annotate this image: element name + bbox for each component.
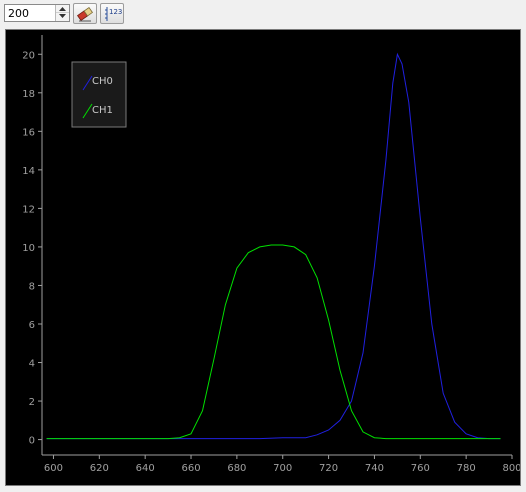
x-tick-label: 620 [90,463,109,474]
show-values-button[interactable]: 123 [100,3,124,24]
chevron-down-icon [59,14,66,18]
y-tick-label: 4 [29,359,35,370]
y-tick-label: 0 [29,436,35,447]
x-tick-label: 720 [319,463,338,474]
x-tick-label: 800 [502,463,520,474]
points-spinbox[interactable] [4,4,70,22]
x-tick-label: 780 [457,463,476,474]
x-tick-label: 740 [365,463,384,474]
chevron-up-icon [59,7,66,11]
clear-button[interactable] [73,3,97,24]
x-tick-label: 680 [227,463,246,474]
spin-arrows [55,5,69,21]
y-tick-label: 8 [29,281,35,292]
legend-ch0-swatch [82,75,93,91]
legend-ch0-label: CH0 [92,76,113,87]
x-tick-label: 600 [44,463,63,474]
spin-up-button[interactable] [56,5,69,13]
legend: CH0 CH1 [71,61,127,128]
series-line-ch1 [46,244,501,440]
x-tick-label: 640 [136,463,155,474]
x-tick-label: 760 [411,463,430,474]
y-tick-label: 16 [22,127,35,138]
legend-box [71,61,127,128]
spectrum-chart: 0 2 4 6 8 10 12 14 16 18 20 600 620 640 660 680 700 720 74… [22,35,520,474]
values-icon-label: 123 [109,8,122,16]
y-tick-label: 18 [22,89,35,100]
x-tick-label: 660 [181,463,200,474]
y-tick-label: 10 [22,243,35,254]
legend-ch1-swatch [82,103,93,119]
legend-ch1-label: CH1 [92,105,113,116]
spin-down-button[interactable] [56,13,69,21]
x-tick-label: 700 [273,463,292,474]
toolbar: 123 [0,0,526,28]
points-input[interactable] [5,5,58,21]
axes-layer: 0 2 4 6 8 10 12 14 16 18 20 600 620 640 660 680 700 720 74… [22,35,520,474]
y-tick-label: 14 [22,166,35,177]
y-tick-label: 6 [29,320,35,331]
numbers-123-icon: 123 [105,7,122,21]
y-tick-label: 2 [29,397,35,408]
plot-area[interactable]: 0 2 4 6 8 10 12 14 16 18 20 600 620 640 660 680 700 720 74… [5,29,521,486]
series-layer [46,52,501,440]
y-tick-label: 20 [22,50,35,61]
eraser-icon [77,6,93,22]
y-tick-label: 12 [22,204,35,215]
